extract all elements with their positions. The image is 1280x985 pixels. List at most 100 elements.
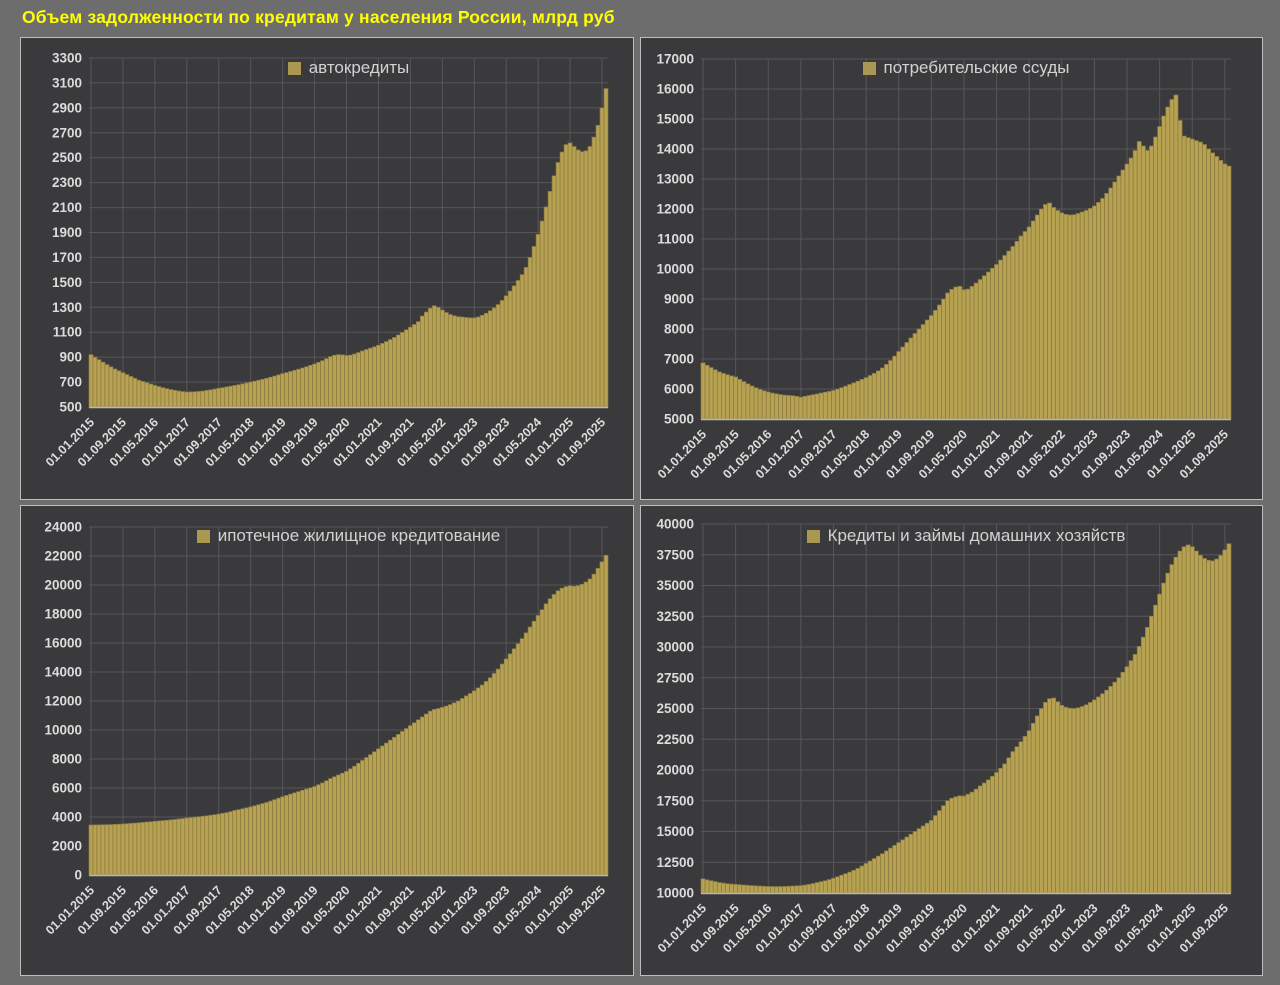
bar <box>567 142 573 408</box>
bar <box>200 815 206 876</box>
bar <box>136 379 142 408</box>
bar <box>1161 115 1167 420</box>
bar <box>761 390 767 420</box>
bar <box>712 881 718 894</box>
y-tick-label: 13000 <box>656 172 694 187</box>
bar <box>388 739 393 876</box>
bar <box>859 865 865 894</box>
bar <box>1006 250 1012 420</box>
bar <box>1181 135 1187 420</box>
bar <box>515 280 521 408</box>
bar <box>304 788 309 876</box>
bar <box>136 822 142 876</box>
bar <box>348 768 353 876</box>
bar <box>427 307 433 408</box>
bar <box>236 384 242 408</box>
bar <box>228 385 234 408</box>
bar <box>904 836 910 894</box>
bar <box>802 884 808 894</box>
bar <box>937 810 942 894</box>
bar <box>1006 757 1012 894</box>
bar <box>96 824 102 876</box>
bar <box>312 363 317 408</box>
bar <box>272 799 277 876</box>
bar <box>280 373 285 408</box>
bar <box>814 393 820 420</box>
bar <box>924 822 930 894</box>
bar <box>778 886 783 894</box>
bar <box>268 376 273 408</box>
bar <box>156 820 162 876</box>
bar <box>336 774 341 876</box>
bar <box>284 795 289 876</box>
bar <box>368 754 373 876</box>
bar <box>176 390 182 408</box>
bar <box>100 824 106 876</box>
bar <box>1157 126 1163 420</box>
bar <box>208 814 214 876</box>
bar <box>1157 593 1163 894</box>
bar <box>88 354 94 408</box>
bar <box>603 554 609 876</box>
bar <box>949 797 955 894</box>
bar <box>1112 181 1118 420</box>
bar <box>700 362 706 420</box>
bar <box>320 360 325 408</box>
y-tick-label: 14000 <box>44 665 82 680</box>
bar <box>1214 156 1220 420</box>
bar <box>140 822 146 876</box>
bar <box>575 585 581 876</box>
bar <box>957 286 963 420</box>
bar <box>364 349 369 408</box>
bar <box>1112 681 1118 894</box>
bar <box>380 745 385 876</box>
y-tick-label: 20000 <box>44 578 82 593</box>
bar <box>1026 226 1032 420</box>
bar <box>818 392 824 420</box>
bar <box>499 300 505 408</box>
bar <box>1181 546 1187 894</box>
bar <box>973 282 979 420</box>
y-tick-label: 25000 <box>656 701 694 716</box>
bar <box>392 337 397 408</box>
bar <box>288 371 293 408</box>
bar <box>443 705 449 876</box>
bar <box>928 315 934 420</box>
bar <box>284 372 289 408</box>
bar <box>998 259 1004 420</box>
panel-household-loans: 10000 12500 15000 17500 20000 22500 25000 27500… <box>640 505 1263 976</box>
bar <box>435 708 441 876</box>
bar <box>729 883 734 894</box>
bar <box>495 304 501 408</box>
bar <box>328 778 333 876</box>
bar <box>340 354 345 408</box>
bar <box>786 395 792 420</box>
bar <box>264 802 270 876</box>
bar <box>892 845 898 894</box>
bar <box>757 885 763 894</box>
bar <box>196 816 202 876</box>
bar <box>120 823 126 876</box>
bar <box>471 690 477 876</box>
bar <box>884 364 889 420</box>
bar <box>555 162 561 408</box>
bar <box>104 364 110 408</box>
bar <box>384 742 389 876</box>
bar <box>400 332 405 408</box>
bar <box>1030 722 1036 894</box>
bar <box>220 813 226 876</box>
bar <box>1018 741 1024 894</box>
bar <box>1079 211 1085 420</box>
y-tick-label: 700 <box>59 375 82 390</box>
bar <box>827 879 832 894</box>
bar <box>831 390 836 420</box>
bar <box>994 772 999 894</box>
bar <box>986 779 991 894</box>
y-tick-label: 1700 <box>52 250 82 265</box>
bar <box>998 767 1004 894</box>
bar <box>144 821 150 876</box>
bar <box>986 271 991 420</box>
bar <box>583 581 589 876</box>
panel-mortgage: 0 2000 4000 6000 8000 10000 12000 14000 16000 180… <box>20 505 634 976</box>
bar <box>416 719 421 876</box>
